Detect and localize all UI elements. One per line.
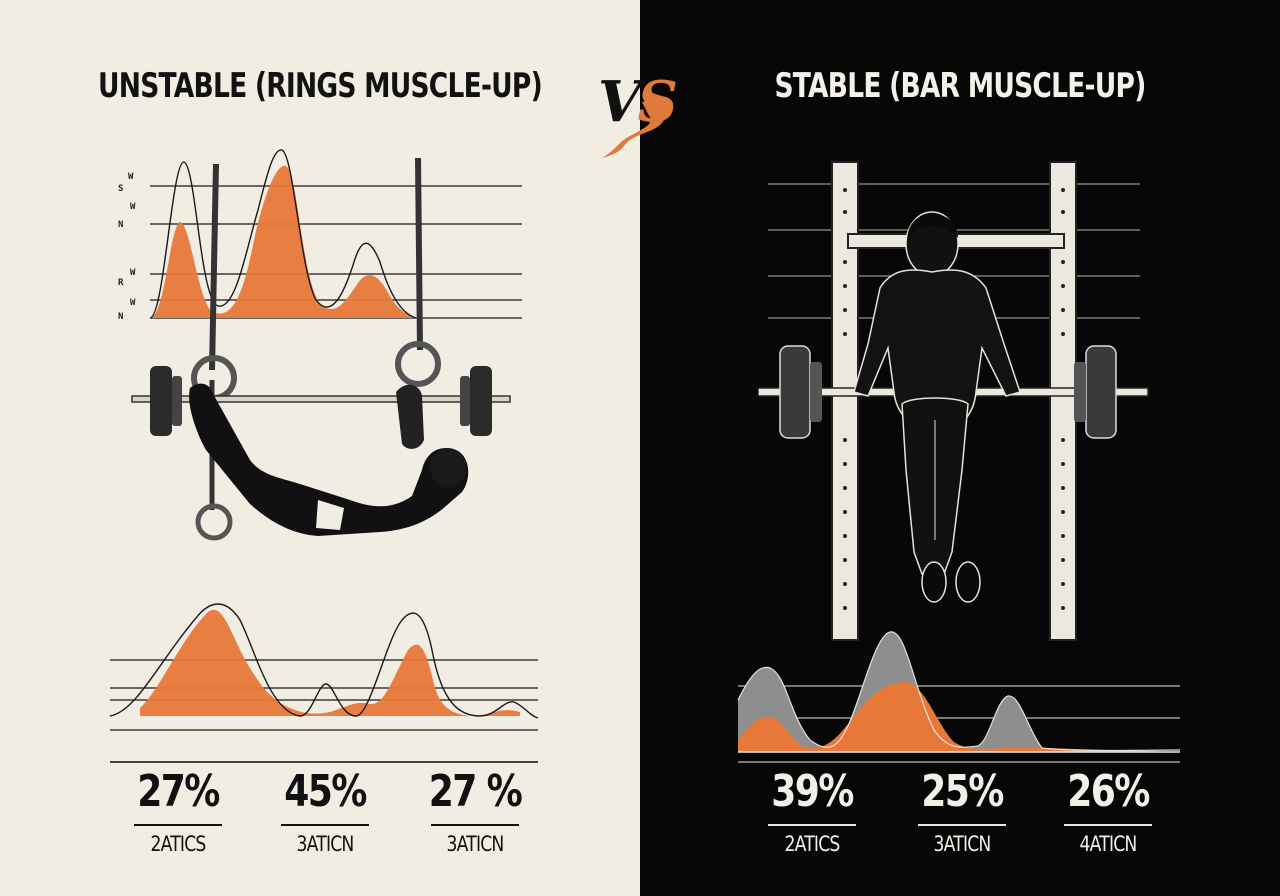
stat-1: 27% 2ATICS: [108, 764, 248, 856]
bottom-chart-area: [140, 609, 520, 716]
axis-mark: R: [118, 278, 124, 288]
axis-mark: W: [130, 202, 136, 212]
axis-mark: W: [130, 268, 136, 278]
stat-underline: [431, 824, 519, 826]
barbell-icon: [131, 366, 511, 436]
stat-label: 2ATICS: [784, 832, 840, 856]
axis-mark: W: [130, 298, 136, 308]
ring-icon: [195, 503, 233, 541]
stat-underline: [134, 824, 222, 826]
stat-underline: [281, 824, 369, 826]
stat-underline: [1064, 824, 1152, 826]
stat-1: 39% 2ATICS: [742, 764, 882, 856]
right-panel: STABLE (BAR MUSCLE-UP): [640, 0, 1280, 896]
stat-underline: [918, 824, 1006, 826]
right-graphics: [737, 161, 1181, 763]
stat-2: 45% 3ATICN: [255, 764, 395, 856]
right-chart: [737, 631, 1181, 763]
stat-value: 26%: [1067, 766, 1150, 817]
vs-badge: VS: [598, 62, 678, 158]
vs-letter-v: V: [598, 69, 641, 135]
axis-mark: N: [118, 312, 124, 322]
rings-athlete-illustration: [189, 383, 469, 536]
stat-label: 3ATICN: [446, 832, 505, 856]
left-graphics: [109, 149, 539, 763]
right-chart-orange-area: [738, 681, 1180, 752]
left-panel: UNSTABLE (RINGS MUSCLE-UP) W S W N W R W…: [0, 0, 640, 896]
stat-value: 45%: [284, 766, 367, 817]
vs-letter-s: S: [637, 69, 678, 135]
right-chart-outline: [737, 631, 1181, 752]
stat-3: 27 % 3ATICN: [405, 764, 545, 856]
stat-value: 39%: [771, 766, 854, 817]
ring-icon: [395, 341, 441, 387]
vs-splash-icon: [602, 100, 667, 158]
stat-label: 4ATICN: [1079, 832, 1138, 856]
top-chart-outline: [149, 149, 417, 319]
bar-athlete-illustration: [853, 211, 1021, 603]
ring-straps: [209, 157, 423, 371]
bottom-chart-outline: [109, 603, 539, 719]
axis-mark: S: [118, 184, 124, 194]
top-chart-gridlines: [150, 185, 522, 319]
right-title: STABLE (BAR MUSCLE-UP): [774, 66, 1146, 106]
left-title: UNSTABLE (RINGS MUSCLE-UP): [98, 66, 543, 106]
stat-underline: [768, 824, 856, 826]
top-chart-area: [150, 165, 420, 318]
vs-text: VS: [598, 62, 678, 142]
axis-mark: N: [118, 220, 124, 230]
stat-value: 27%: [137, 766, 220, 817]
stat-3: 26% 4ATICN: [1038, 764, 1178, 856]
right-chart-gray-area: [738, 631, 1180, 752]
stat-label: 3ATICN: [296, 832, 355, 856]
stat-2: 25% 3ATICN: [892, 764, 1032, 856]
stat-value: 25%: [921, 766, 1004, 817]
stat-value: 27 %: [428, 766, 523, 817]
axis-mark: W: [128, 172, 134, 182]
stat-label: 3ATICN: [933, 832, 992, 856]
stat-label: 2ATICS: [150, 832, 206, 856]
